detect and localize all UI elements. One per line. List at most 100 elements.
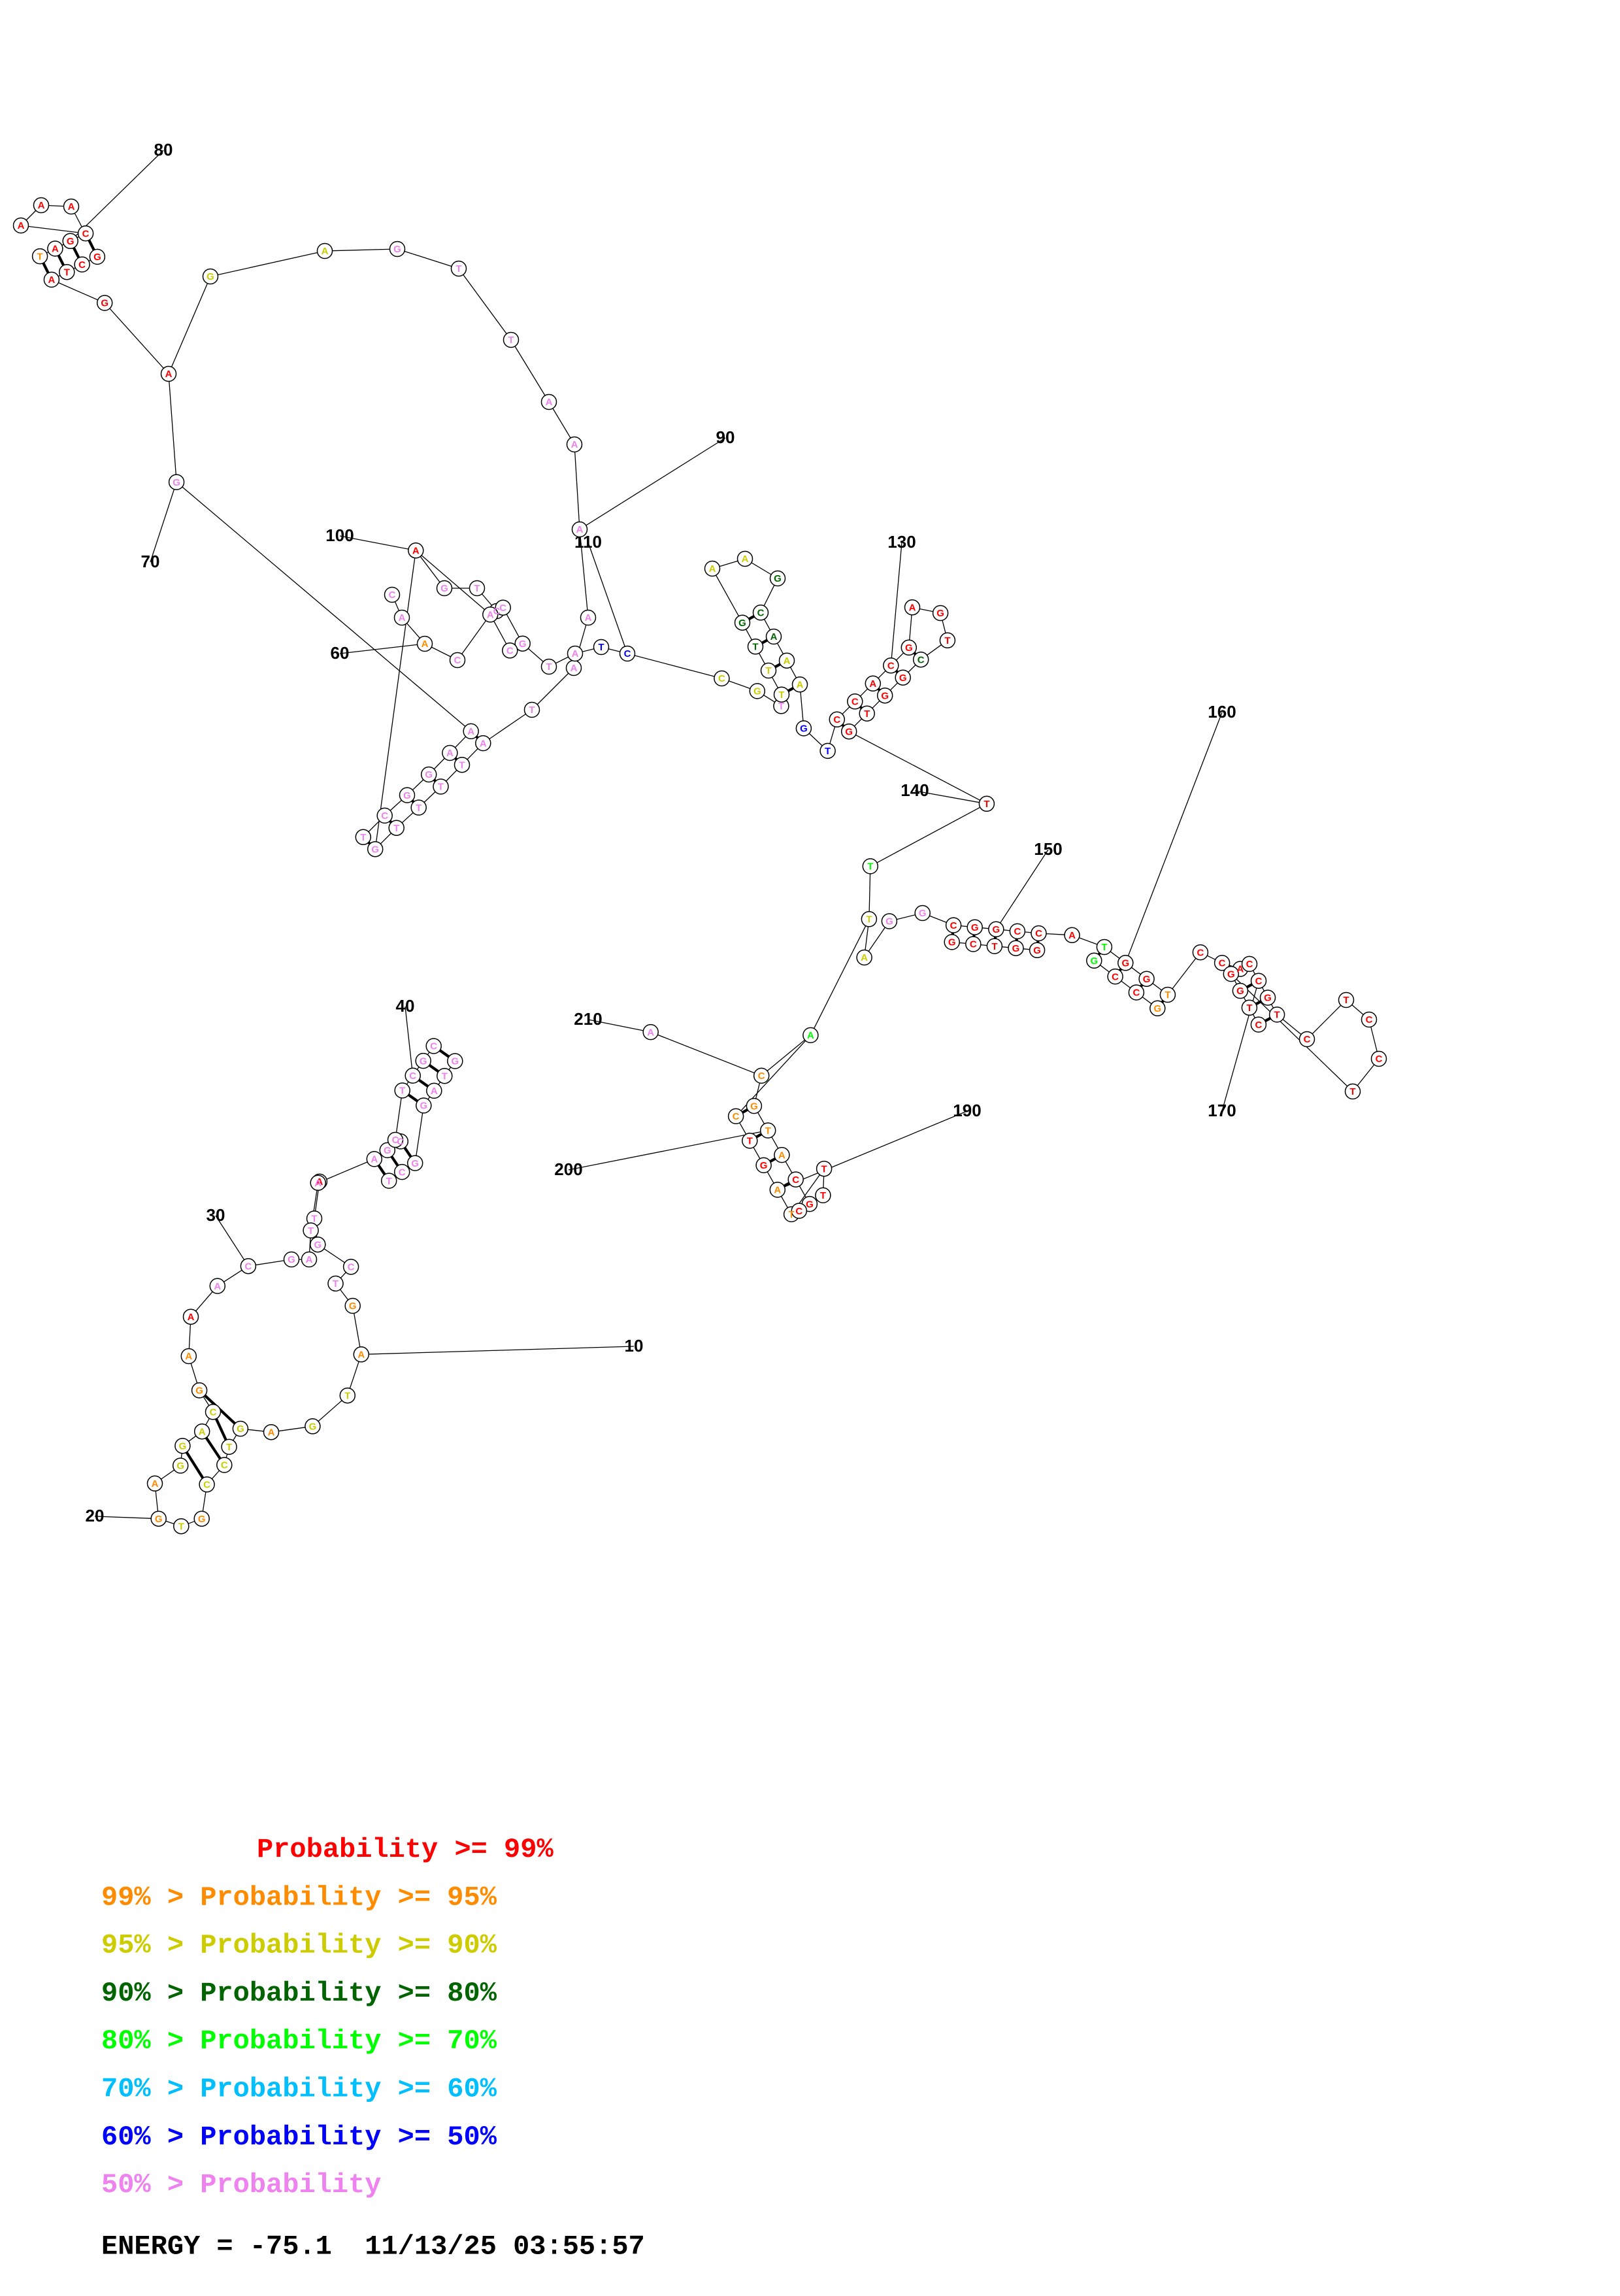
svg-text:A: A xyxy=(431,1086,438,1097)
svg-text:T: T xyxy=(546,661,552,673)
svg-text:C: C xyxy=(454,655,461,666)
svg-text:G: G xyxy=(750,1101,758,1112)
svg-text:A: A xyxy=(165,369,173,380)
svg-text:70% > Probability >= 60%: 70% > Probability >= 60% xyxy=(101,2074,497,2105)
svg-text:G: G xyxy=(1236,986,1244,997)
svg-text:C: C xyxy=(792,1174,799,1186)
svg-text:C: C xyxy=(1246,959,1253,970)
svg-text:A: A xyxy=(446,748,454,759)
svg-text:T: T xyxy=(984,799,989,810)
svg-text:T: T xyxy=(1349,1086,1355,1097)
svg-text:C: C xyxy=(389,590,396,601)
svg-text:G: G xyxy=(919,908,927,919)
svg-text:C: C xyxy=(950,920,957,931)
svg-text:G: G xyxy=(451,1056,459,1067)
svg-text:80% > Probability >= 70%: 80% > Probability >= 70% xyxy=(101,2025,497,2057)
svg-text:T: T xyxy=(778,690,784,701)
svg-text:200: 200 xyxy=(554,1159,582,1179)
svg-text:C: C xyxy=(392,1135,399,1146)
svg-text:T: T xyxy=(178,1521,184,1532)
svg-text:T: T xyxy=(64,267,70,278)
svg-text:G: G xyxy=(420,1101,427,1112)
svg-text:A: A xyxy=(152,1478,159,1489)
svg-text:T: T xyxy=(825,746,831,757)
svg-text:G: G xyxy=(905,642,913,654)
svg-text:G: G xyxy=(899,673,907,684)
svg-text:C: C xyxy=(1304,1034,1311,1045)
svg-text:T: T xyxy=(944,635,950,646)
svg-text:80: 80 xyxy=(154,140,173,159)
svg-text:G: G xyxy=(176,1461,184,1472)
svg-text:C: C xyxy=(399,1167,406,1178)
svg-text:90: 90 xyxy=(716,427,735,447)
svg-text:A: A xyxy=(185,1351,192,1362)
svg-text:T: T xyxy=(789,1209,795,1220)
svg-text:G: G xyxy=(1090,956,1098,967)
svg-text:A: A xyxy=(784,656,791,667)
svg-text:C: C xyxy=(210,1407,217,1418)
svg-text:C: C xyxy=(1219,958,1226,969)
svg-text:T: T xyxy=(1246,1003,1252,1014)
svg-text:T: T xyxy=(399,1086,405,1097)
svg-text:A: A xyxy=(357,1350,365,1361)
svg-text:T: T xyxy=(1343,995,1349,1006)
svg-text:G: G xyxy=(800,724,808,735)
svg-text:T: T xyxy=(1165,990,1170,1001)
svg-text:C: C xyxy=(78,259,86,271)
svg-text:G: G xyxy=(774,573,782,584)
svg-text:T: T xyxy=(747,1136,753,1147)
svg-text:T: T xyxy=(765,1125,771,1137)
svg-text:A: A xyxy=(199,1426,206,1437)
svg-text:G: G xyxy=(425,769,433,780)
svg-text:T: T xyxy=(393,823,399,834)
svg-text:G: G xyxy=(881,690,889,701)
svg-text:A: A xyxy=(770,631,778,642)
svg-text:C: C xyxy=(970,939,977,950)
svg-text:G: G xyxy=(195,1386,203,1397)
svg-text:C: C xyxy=(757,608,765,619)
svg-text:70: 70 xyxy=(141,552,160,571)
svg-text:A: A xyxy=(48,275,55,286)
svg-text:C: C xyxy=(1112,971,1119,982)
svg-text:G: G xyxy=(1012,943,1020,954)
svg-text:C: C xyxy=(795,1206,802,1217)
svg-text:A: A xyxy=(1236,964,1244,975)
svg-text:A: A xyxy=(68,201,75,212)
svg-text:G: G xyxy=(207,271,214,282)
svg-text:G: G xyxy=(1121,958,1129,969)
svg-text:C: C xyxy=(887,661,895,672)
svg-text:C: C xyxy=(1255,1020,1262,1031)
svg-text:T: T xyxy=(821,1163,827,1174)
svg-text:T: T xyxy=(1101,942,1107,953)
svg-text:C: C xyxy=(733,1111,740,1122)
svg-text:T: T xyxy=(438,782,444,793)
svg-text:C: C xyxy=(221,1460,228,1471)
svg-text:90% > Probability >= 80%: 90% > Probability >= 80% xyxy=(101,1978,497,2009)
svg-text:G: G xyxy=(1143,974,1151,985)
svg-text:G: G xyxy=(411,1158,419,1169)
svg-text:20: 20 xyxy=(86,1506,105,1525)
svg-text:A: A xyxy=(709,563,716,574)
svg-text:A: A xyxy=(647,1027,654,1038)
svg-text:G: G xyxy=(420,1056,427,1067)
svg-text:A: A xyxy=(422,639,429,650)
svg-text:Probability >= 99%: Probability >= 99% xyxy=(257,1834,554,1865)
svg-text:G: G xyxy=(67,236,74,247)
svg-text:G: G xyxy=(1264,993,1272,1004)
svg-text:T: T xyxy=(37,251,43,262)
svg-text:210: 210 xyxy=(574,1009,602,1029)
svg-text:G: G xyxy=(806,1199,814,1210)
svg-text:C: C xyxy=(1255,976,1263,987)
svg-text:160: 160 xyxy=(1208,702,1236,722)
svg-text:T: T xyxy=(752,642,758,653)
svg-text:C: C xyxy=(624,648,631,659)
svg-text:T: T xyxy=(344,1390,350,1401)
svg-text:A: A xyxy=(480,738,487,749)
svg-text:G: G xyxy=(384,1145,391,1156)
svg-text:A: A xyxy=(306,1254,313,1265)
svg-text:G: G xyxy=(760,1160,768,1171)
svg-text:C: C xyxy=(1014,926,1021,937)
svg-text:T: T xyxy=(226,1442,232,1453)
svg-text:A: A xyxy=(546,397,553,408)
svg-text:C: C xyxy=(430,1041,437,1052)
